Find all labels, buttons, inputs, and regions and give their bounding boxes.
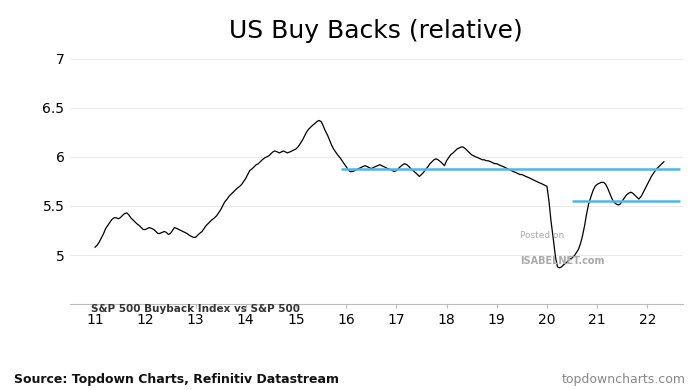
Text: S&P 500 Buyback Index vs S&P 500: S&P 500 Buyback Index vs S&P 500 [91, 304, 300, 314]
Text: ISABELNET.com: ISABELNET.com [520, 256, 605, 266]
Text: Source: Topdown Charts, Refinitiv Datastream: Source: Topdown Charts, Refinitiv Datast… [14, 373, 339, 386]
Text: Posted on: Posted on [520, 231, 564, 240]
Title: US Buy Backs (relative): US Buy Backs (relative) [230, 19, 523, 43]
Text: topdowncharts.com: topdowncharts.com [562, 373, 686, 386]
